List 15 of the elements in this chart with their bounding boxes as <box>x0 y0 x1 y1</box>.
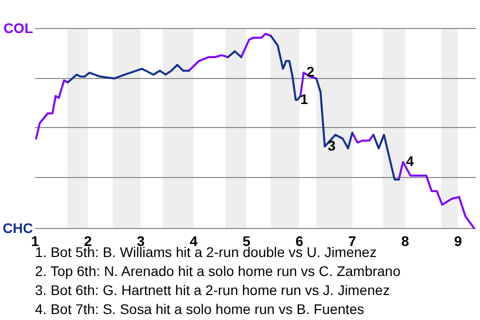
annotation: 3 <box>328 137 336 154</box>
text: 2. Top 6th: N. Arenado hit a solo home run vs C. Zambrano <box>35 262 400 281</box>
x-tick-label: 9 <box>454 233 462 249</box>
x-tick-label: 7 <box>348 233 356 249</box>
x-tick-label: 8 <box>401 233 410 249</box>
text: 3. Bot 6th: G. Hartnett hit a 2-run home run vs J. Jimenez <box>35 281 391 300</box>
x-tick-label: 6 <box>295 233 304 249</box>
text: 4. Bot 7th: S. Sosa hit a solo home run vs B. Fuentes <box>35 300 366 319</box>
annotation: 1 <box>300 90 308 107</box>
ref-line-label: COL <box>3 20 34 36</box>
annotation: 2 <box>306 64 315 80</box>
x-tick-label: 5 <box>242 233 251 249</box>
x-tick-label: 4 <box>190 233 198 249</box>
ref-line-label: CHC <box>2 220 33 236</box>
annotation: 4 <box>406 152 414 169</box>
